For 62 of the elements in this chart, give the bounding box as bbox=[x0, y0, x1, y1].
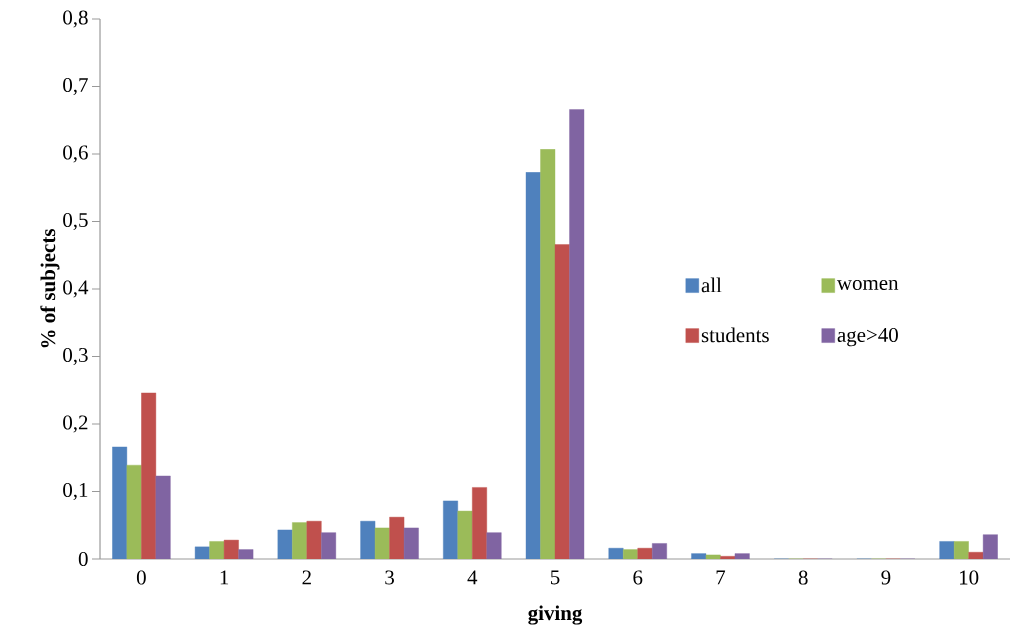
x-tick-label: 3 bbox=[385, 570, 394, 585]
x-tick-label: 5 bbox=[551, 570, 560, 585]
bar bbox=[637, 547, 653, 559]
bar bbox=[321, 532, 337, 559]
legend-label: students bbox=[701, 327, 769, 343]
bar bbox=[623, 549, 638, 559]
bar bbox=[569, 109, 585, 559]
bar bbox=[982, 534, 998, 559]
x-tick-label: 7 bbox=[716, 570, 726, 585]
bar bbox=[457, 510, 473, 559]
y-tick-label: 0,2 bbox=[63, 415, 88, 433]
bar bbox=[939, 541, 955, 559]
x-tick-label: 4 bbox=[467, 570, 478, 585]
bar bbox=[953, 541, 969, 559]
y-tick-label: 0,8 bbox=[63, 10, 88, 28]
x-tick-label: 2 bbox=[302, 570, 311, 585]
bar bbox=[374, 527, 390, 559]
bar bbox=[306, 520, 322, 559]
y-tick-label: 0,5 bbox=[63, 212, 88, 231]
bar bbox=[126, 464, 142, 559]
y-axis-title: % of subjects bbox=[40, 229, 60, 348]
y-tick-label: 0,4 bbox=[63, 280, 89, 298]
legend-label: all bbox=[701, 277, 722, 293]
bar bbox=[691, 553, 707, 559]
y-tick-label: 0 bbox=[78, 551, 88, 567]
bar bbox=[608, 547, 624, 559]
bar bbox=[292, 522, 308, 559]
bar bbox=[194, 546, 210, 559]
bar bbox=[652, 543, 667, 559]
x-tick-label: 10 bbox=[960, 570, 979, 585]
bar bbox=[472, 487, 487, 559]
bar bbox=[554, 244, 570, 559]
legend-label: women bbox=[836, 279, 899, 290]
bar bbox=[443, 500, 458, 559]
x-axis-title: giving bbox=[528, 605, 583, 625]
y-tick-label: 0,3 bbox=[63, 347, 88, 366]
bar bbox=[389, 516, 405, 559]
y-tick-label: 0,7 bbox=[63, 77, 88, 96]
bar bbox=[112, 446, 128, 559]
bar bbox=[486, 532, 502, 559]
bar bbox=[525, 172, 541, 559]
bar bbox=[360, 520, 376, 559]
x-tick-label: 9 bbox=[881, 570, 891, 585]
bar bbox=[540, 149, 556, 559]
x-tick-label: 6 bbox=[633, 570, 643, 585]
x-tick-label: 1 bbox=[220, 570, 229, 585]
y-tick-label: 0,6 bbox=[63, 145, 88, 163]
bar bbox=[720, 556, 736, 559]
bar bbox=[155, 475, 171, 559]
bar bbox=[238, 549, 254, 559]
bar bbox=[277, 529, 293, 559]
bar bbox=[141, 392, 157, 559]
bar bbox=[223, 539, 239, 559]
y-tick-label: 0,1 bbox=[63, 482, 88, 501]
bar bbox=[403, 527, 419, 559]
bar bbox=[734, 553, 750, 559]
bar bbox=[968, 552, 984, 559]
bar bbox=[209, 541, 225, 559]
x-tick-label: 0 bbox=[136, 570, 146, 585]
legend-label: age>40 bbox=[837, 327, 898, 347]
bar bbox=[705, 554, 721, 559]
x-tick-label: 8 bbox=[798, 570, 808, 585]
